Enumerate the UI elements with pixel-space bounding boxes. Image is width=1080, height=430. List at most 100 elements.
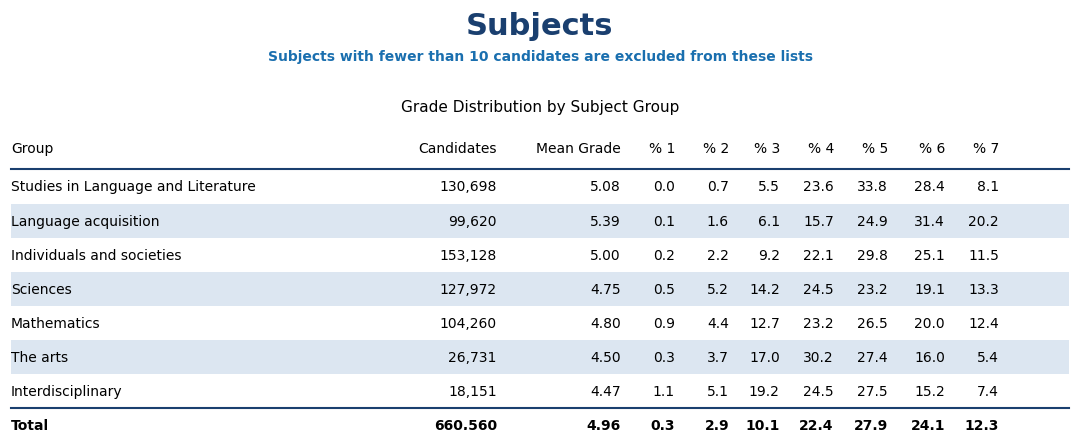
Text: 7.4: 7.4 — [977, 384, 999, 398]
Text: Language acquisition: Language acquisition — [11, 214, 160, 228]
Text: 28.4: 28.4 — [915, 180, 945, 194]
Text: 0.3: 0.3 — [650, 418, 675, 430]
Text: 30.2: 30.2 — [804, 350, 834, 364]
Text: The arts: The arts — [11, 350, 68, 364]
Text: 15.2: 15.2 — [915, 384, 945, 398]
Text: 2.2: 2.2 — [707, 248, 729, 262]
Text: 6.1: 6.1 — [758, 214, 780, 228]
Text: 18,151: 18,151 — [448, 384, 497, 398]
Text: 1.1: 1.1 — [653, 384, 675, 398]
Text: Mean Grade: Mean Grade — [537, 141, 621, 155]
Text: 26,731: 26,731 — [448, 350, 497, 364]
Text: 0.3: 0.3 — [653, 350, 675, 364]
Text: 104,260: 104,260 — [440, 316, 497, 330]
Text: Sciences: Sciences — [11, 282, 71, 296]
Text: % 6: % 6 — [919, 141, 945, 155]
Text: % 2: % 2 — [703, 141, 729, 155]
Text: 22.4: 22.4 — [799, 418, 834, 430]
Text: 0.0: 0.0 — [653, 180, 675, 194]
Text: 127,972: 127,972 — [440, 282, 497, 296]
Text: 5.4: 5.4 — [977, 350, 999, 364]
Text: 5.39: 5.39 — [591, 214, 621, 228]
Text: 17.0: 17.0 — [750, 350, 780, 364]
Text: 4.4: 4.4 — [707, 316, 729, 330]
Text: 22.1: 22.1 — [804, 248, 834, 262]
Text: Total: Total — [11, 418, 49, 430]
Text: 153,128: 153,128 — [440, 248, 497, 262]
Text: Grade Distribution by Subject Group: Grade Distribution by Subject Group — [401, 99, 679, 114]
Text: 19.2: 19.2 — [748, 384, 780, 398]
Text: 25.1: 25.1 — [915, 248, 945, 262]
Text: 130,698: 130,698 — [440, 180, 497, 194]
Text: 9.2: 9.2 — [758, 248, 780, 262]
Text: Group: Group — [11, 141, 53, 155]
Text: 3.7: 3.7 — [707, 350, 729, 364]
Text: 4.50: 4.50 — [591, 350, 621, 364]
Text: 26.5: 26.5 — [858, 316, 888, 330]
Text: 19.1: 19.1 — [914, 282, 945, 296]
Bar — [11, 170, 1069, 204]
Text: 20.2: 20.2 — [969, 214, 999, 228]
Text: 24.9: 24.9 — [858, 214, 888, 228]
Text: Candidates: Candidates — [418, 141, 497, 155]
Bar — [11, 204, 1069, 238]
Text: 0.5: 0.5 — [653, 282, 675, 296]
Bar — [11, 272, 1069, 306]
Text: Subjects with fewer than 10 candidates are excluded from these lists: Subjects with fewer than 10 candidates a… — [268, 50, 812, 64]
Text: 4.96: 4.96 — [586, 418, 621, 430]
Text: 23.6: 23.6 — [804, 180, 834, 194]
Text: 29.8: 29.8 — [856, 248, 888, 262]
Text: 12.3: 12.3 — [964, 418, 999, 430]
Bar — [11, 374, 1069, 408]
Bar — [11, 340, 1069, 374]
Text: Interdisciplinary: Interdisciplinary — [11, 384, 122, 398]
Text: % 7: % 7 — [973, 141, 999, 155]
Text: 4.47: 4.47 — [591, 384, 621, 398]
Text: 4.75: 4.75 — [591, 282, 621, 296]
Text: 1.6: 1.6 — [707, 214, 729, 228]
Text: 10.1: 10.1 — [745, 418, 780, 430]
Text: 16.0: 16.0 — [914, 350, 945, 364]
Text: % 1: % 1 — [649, 141, 675, 155]
Text: 24.5: 24.5 — [804, 282, 834, 296]
Text: 660,560: 660,560 — [434, 418, 497, 430]
Text: 12.7: 12.7 — [750, 316, 780, 330]
Text: 15.7: 15.7 — [804, 214, 834, 228]
Text: 8.1: 8.1 — [977, 180, 999, 194]
Text: Individuals and societies: Individuals and societies — [11, 248, 181, 262]
Text: 2.9: 2.9 — [704, 418, 729, 430]
Text: 0.9: 0.9 — [653, 316, 675, 330]
Text: 31.4: 31.4 — [915, 214, 945, 228]
Text: 0.2: 0.2 — [653, 248, 675, 262]
Text: 5.5: 5.5 — [758, 180, 780, 194]
Text: 27.9: 27.9 — [853, 418, 888, 430]
Text: % 4: % 4 — [808, 141, 834, 155]
Text: Mathematics: Mathematics — [11, 316, 100, 330]
Text: 5.08: 5.08 — [591, 180, 621, 194]
Text: 12.4: 12.4 — [969, 316, 999, 330]
Text: 5.1: 5.1 — [707, 384, 729, 398]
Text: 23.2: 23.2 — [858, 282, 888, 296]
Text: Studies in Language and Literature: Studies in Language and Literature — [11, 180, 256, 194]
Text: 13.3: 13.3 — [969, 282, 999, 296]
Text: % 3: % 3 — [754, 141, 780, 155]
Text: 33.8: 33.8 — [858, 180, 888, 194]
Text: 11.5: 11.5 — [968, 248, 999, 262]
Bar — [11, 238, 1069, 272]
Text: 0.1: 0.1 — [653, 214, 675, 228]
Text: 5.2: 5.2 — [707, 282, 729, 296]
Text: 4.80: 4.80 — [591, 316, 621, 330]
Text: 24.1: 24.1 — [910, 418, 945, 430]
Text: 5.00: 5.00 — [591, 248, 621, 262]
Text: 27.5: 27.5 — [858, 384, 888, 398]
Text: % 5: % 5 — [862, 141, 888, 155]
Text: 23.2: 23.2 — [804, 316, 834, 330]
Text: 0.7: 0.7 — [707, 180, 729, 194]
Text: 99,620: 99,620 — [448, 214, 497, 228]
Text: 24.5: 24.5 — [804, 384, 834, 398]
Bar — [11, 306, 1069, 340]
Text: Subjects: Subjects — [467, 12, 613, 41]
Text: 27.4: 27.4 — [858, 350, 888, 364]
Text: 14.2: 14.2 — [750, 282, 780, 296]
Text: 20.0: 20.0 — [915, 316, 945, 330]
